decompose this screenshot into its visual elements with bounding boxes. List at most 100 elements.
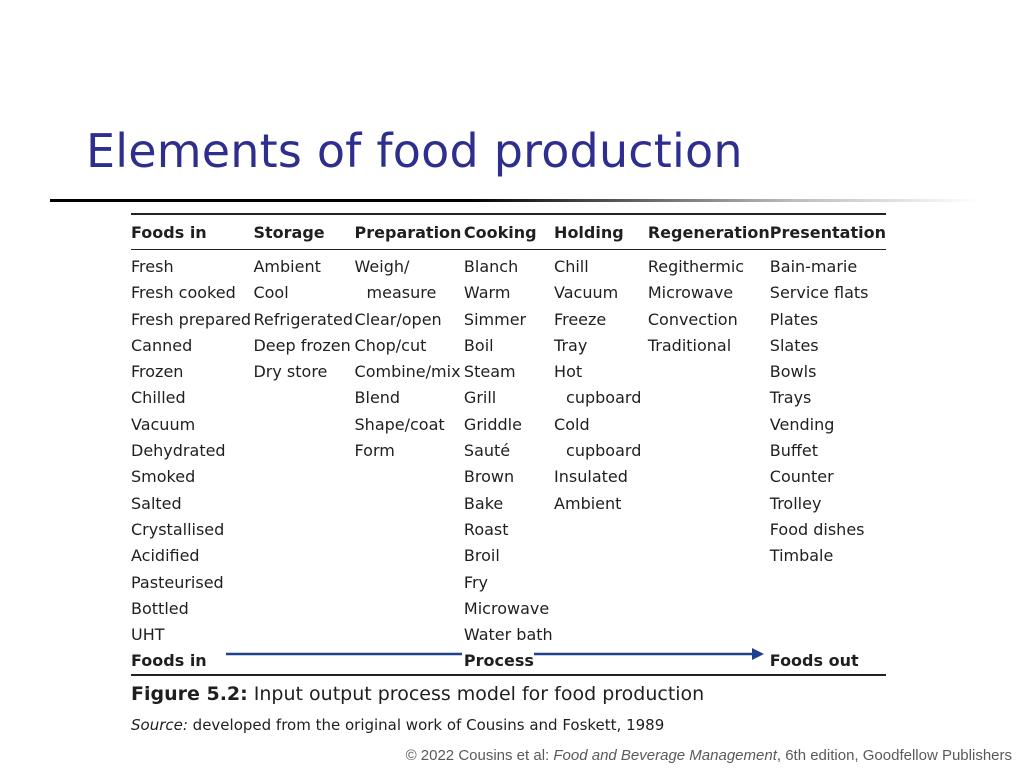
list-item: Trolley	[769, 493, 822, 513]
list-item: Plates	[769, 309, 819, 329]
column-regeneration: Regithermic Microwave Convection Traditi…	[648, 250, 770, 649]
header-foods-in: Foods in	[131, 213, 254, 250]
list-item: Canned	[131, 335, 193, 355]
list-item: Simmer	[463, 309, 527, 329]
slide-title: Elements of food production	[86, 124, 743, 178]
header-preparation: Preparation	[354, 213, 464, 250]
list-item: Brown	[463, 467, 515, 487]
list-item: Hot	[554, 362, 583, 382]
list-item: Microwave	[647, 283, 734, 303]
list-item: Clear/open	[354, 309, 442, 329]
list-item: Acidified	[131, 546, 200, 566]
title-divider	[50, 199, 980, 202]
list-item: Dry store	[253, 362, 328, 382]
list-item: Slates	[769, 335, 819, 355]
source-text: developed from the original work of Cous…	[187, 716, 665, 734]
flow-arrows	[226, 648, 764, 660]
list-item: Regithermic	[647, 257, 745, 276]
list-item: Combine/mix	[354, 362, 461, 382]
list-item: Blend	[354, 388, 401, 408]
list-item: Blanch	[463, 257, 519, 276]
list-item: Deep frozen	[253, 335, 351, 355]
flow-end-label: Foods out	[769, 648, 886, 677]
list-item: Bowls	[769, 362, 817, 382]
list-item: Salted	[131, 493, 182, 513]
list-item: Weigh/	[354, 257, 410, 276]
list-item: cupboard	[566, 441, 642, 461]
list-item: Griddle	[463, 414, 522, 434]
figure-caption: Figure 5.2: Input output process model f…	[131, 683, 704, 705]
header-regeneration: Regeneration	[647, 213, 770, 250]
list-item: Traditional	[647, 335, 732, 355]
list-item: Tray	[554, 335, 588, 355]
list-item: Boil	[463, 335, 494, 355]
list-item: Vacuum	[554, 283, 619, 303]
list-item: Chilled	[131, 388, 186, 408]
source-label: Source:	[131, 716, 188, 734]
list-item: Buffet	[769, 441, 819, 461]
header-presentation: Presentation	[769, 213, 886, 250]
caption-label: Figure 5.2:	[131, 683, 248, 705]
list-item: Counter	[769, 467, 834, 487]
list-item: Chop/cut	[354, 335, 427, 355]
list-item: Vacuum	[131, 414, 196, 434]
table-body-row: Fresh Fresh cooked Fresh prepared Canned…	[131, 250, 886, 649]
list-item: Fresh cooked	[131, 283, 236, 303]
list-item: Bain-marie	[769, 257, 858, 276]
column-storage: Ambient Cool Refrigerated Deep frozen Dr…	[253, 250, 354, 649]
list-item: Insulated	[554, 467, 628, 487]
column-foods-in: Fresh Fresh cooked Fresh prepared Canned…	[131, 250, 253, 649]
list-item: Fresh prepared	[131, 309, 252, 329]
list-item: Steam	[463, 362, 516, 382]
table-header-row: Foods in Storage Preparation Cooking Hol…	[131, 213, 886, 250]
header-storage: Storage	[253, 213, 355, 250]
column-holding: Chill Vacuum Freeze Tray Hot cupboard Co…	[554, 250, 648, 649]
list-item: Grill	[463, 388, 497, 408]
footer-book-title: Food and Beverage Management	[553, 747, 777, 764]
column-preparation: Weigh/ measure Clear/open Chop/cut Combi…	[355, 250, 464, 649]
list-item: Ambient	[554, 493, 622, 513]
list-item: Water bath	[463, 625, 553, 645]
list-item: Ambient	[253, 257, 321, 276]
list-item: Chill	[554, 257, 589, 276]
list-item: cupboard	[566, 388, 642, 408]
figure-source: Source: developed from the original work…	[131, 716, 664, 734]
list-item: Service flats	[769, 283, 869, 303]
list-item: Frozen	[131, 362, 184, 382]
list-item: Warm	[463, 283, 511, 303]
list-item: Smoked	[131, 467, 196, 487]
list-item: Cool	[253, 283, 289, 303]
list-item: Form	[354, 441, 395, 461]
list-item: Roast	[463, 519, 509, 539]
arrow-head-icon	[752, 648, 764, 660]
list-item: Microwave	[463, 598, 550, 618]
list-item: Dehydrated	[131, 441, 226, 461]
list-item: UHT	[131, 625, 165, 645]
list-item: Convection	[647, 309, 738, 329]
list-item: Freeze	[554, 309, 607, 329]
list-item: Vending	[769, 414, 835, 434]
list-item: Bake	[463, 493, 504, 513]
caption-text: Input output process model for food prod…	[247, 683, 705, 705]
column-presentation: Bain-marie Service flats Plates Slates B…	[770, 250, 886, 649]
list-item: Pasteurised	[131, 572, 224, 592]
process-model-table: Foods in Storage Preparation Cooking Hol…	[131, 213, 886, 677]
list-item: Timbale	[769, 546, 834, 566]
list-item: Broil	[463, 546, 500, 566]
footer-prefix: © 2022 Cousins et al:	[405, 747, 554, 764]
list-item: Fry	[463, 572, 489, 592]
list-item: measure	[366, 283, 437, 303]
list-item: Sauté	[463, 441, 511, 461]
list-item: Bottled	[131, 598, 189, 618]
list-item: Food dishes	[769, 519, 865, 539]
list-item: Shape/coat	[354, 414, 445, 434]
header-cooking: Cooking	[463, 213, 555, 250]
column-cooking: Blanch Warm Simmer Boil Steam Grill Grid…	[464, 250, 554, 649]
list-item: Fresh	[131, 257, 174, 276]
copyright-footer: © 2022 Cousins et al: Food and Beverage …	[406, 747, 1012, 764]
list-item: Trays	[769, 388, 812, 408]
footer-suffix: , 6th edition, Goodfellow Publishers	[776, 747, 1012, 764]
header-holding: Holding	[554, 213, 648, 250]
list-item: Cold	[554, 414, 590, 434]
list-item: Refrigerated	[253, 309, 354, 329]
